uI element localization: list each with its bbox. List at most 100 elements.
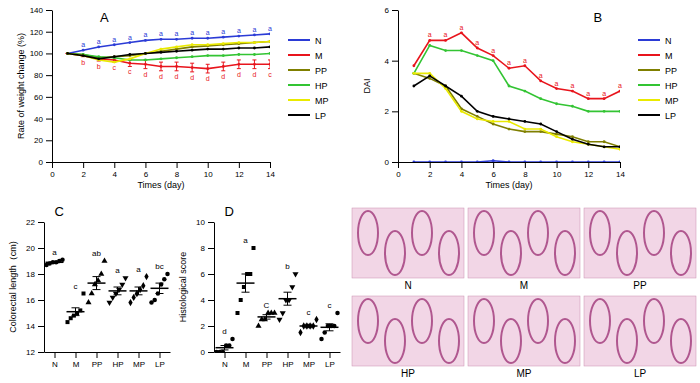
annotation: a bbox=[444, 31, 448, 38]
error-cap bbox=[263, 319, 271, 320]
point bbox=[460, 49, 463, 52]
error-cap bbox=[93, 289, 101, 290]
point bbox=[539, 123, 542, 126]
annotation: a bbox=[268, 25, 272, 32]
point bbox=[460, 161, 463, 162]
tick-label: 0 bbox=[50, 170, 55, 179]
tick: 4 bbox=[385, 57, 398, 66]
tick: 2 bbox=[201, 322, 214, 331]
point bbox=[412, 72, 415, 75]
tick-mark bbox=[493, 162, 494, 168]
point bbox=[508, 120, 511, 123]
image-label: PP bbox=[633, 280, 647, 291]
point bbox=[144, 39, 147, 42]
mean-line bbox=[46, 262, 64, 264]
image-background bbox=[584, 208, 696, 278]
tick: 10 bbox=[196, 218, 214, 227]
tick-label: 140 bbox=[30, 6, 44, 15]
point bbox=[603, 145, 606, 148]
annotation: c bbox=[128, 68, 132, 75]
axis-line bbox=[398, 11, 399, 163]
tick: 8 bbox=[201, 244, 214, 253]
annotation: d bbox=[190, 74, 194, 81]
tick: 20 bbox=[34, 136, 52, 145]
tick: 10 bbox=[204, 162, 213, 179]
point bbox=[555, 102, 558, 105]
image-texture bbox=[644, 211, 664, 255]
error-cap bbox=[284, 292, 292, 293]
error-stem bbox=[75, 308, 76, 316]
tick: 0 bbox=[39, 158, 52, 167]
point bbox=[113, 55, 116, 58]
point bbox=[252, 246, 256, 250]
point bbox=[89, 290, 95, 295]
point bbox=[269, 46, 270, 49]
point bbox=[508, 161, 511, 162]
point bbox=[191, 37, 194, 40]
point bbox=[587, 97, 590, 100]
error-stem bbox=[308, 324, 309, 327]
point bbox=[237, 41, 240, 44]
tick-mark bbox=[208, 326, 214, 327]
legend-swatch bbox=[638, 84, 660, 86]
point bbox=[175, 46, 178, 49]
point bbox=[571, 105, 574, 108]
point bbox=[101, 257, 107, 262]
annotation: a bbox=[570, 82, 574, 89]
point bbox=[298, 329, 302, 336]
tick-mark bbox=[76, 352, 77, 358]
point bbox=[335, 311, 340, 316]
axis-line bbox=[214, 223, 215, 353]
error-cap bbox=[190, 71, 194, 72]
tick: 6 bbox=[491, 162, 496, 179]
error-stem bbox=[83, 55, 84, 57]
point bbox=[113, 43, 116, 46]
tick-mark bbox=[208, 300, 214, 301]
error-cap bbox=[268, 59, 270, 60]
point bbox=[508, 118, 511, 121]
point bbox=[82, 292, 86, 296]
error-bar bbox=[305, 324, 313, 327]
tick-label: 0 bbox=[201, 348, 206, 357]
legend-label: PP bbox=[665, 66, 677, 76]
annotation: a bbox=[243, 236, 248, 245]
point bbox=[539, 161, 542, 162]
tick-label: 8 bbox=[523, 170, 528, 179]
point bbox=[555, 87, 558, 90]
chart-panel: 0246DAIB02468101214Times (day)Naaaaaaaaa… bbox=[362, 6, 679, 190]
tick-mark bbox=[330, 352, 331, 358]
x-axis-title: Times (day) bbox=[137, 180, 184, 190]
annotation: d bbox=[221, 73, 225, 80]
point bbox=[175, 38, 178, 41]
tick-mark bbox=[588, 162, 589, 168]
error-bar bbox=[268, 60, 270, 69]
y-axis: 0246 bbox=[385, 6, 399, 167]
error-bar bbox=[206, 64, 210, 73]
tick-label: 4 bbox=[201, 296, 206, 305]
x-axis-title: Times (day) bbox=[485, 180, 532, 190]
error-cap bbox=[114, 294, 122, 295]
point bbox=[66, 52, 69, 55]
tick-label: 2 bbox=[201, 322, 206, 331]
tick-label: 4 bbox=[460, 170, 465, 179]
point bbox=[222, 36, 225, 39]
point bbox=[175, 50, 178, 53]
point bbox=[587, 143, 590, 146]
tick: 2 bbox=[81, 162, 86, 179]
point bbox=[619, 90, 620, 93]
image-background bbox=[468, 296, 580, 366]
series-line bbox=[414, 76, 620, 147]
point bbox=[412, 72, 415, 75]
error-cap bbox=[221, 62, 225, 63]
point bbox=[222, 48, 225, 51]
error-cap bbox=[242, 274, 250, 275]
image-texture bbox=[617, 231, 637, 275]
point bbox=[603, 145, 606, 148]
tick-mark bbox=[208, 352, 214, 353]
tick-mark bbox=[461, 162, 462, 168]
tick: MP bbox=[303, 352, 315, 369]
point bbox=[476, 54, 479, 57]
plot-area bbox=[66, 32, 270, 72]
tick: 2 bbox=[428, 162, 433, 179]
image-texture bbox=[528, 211, 548, 255]
